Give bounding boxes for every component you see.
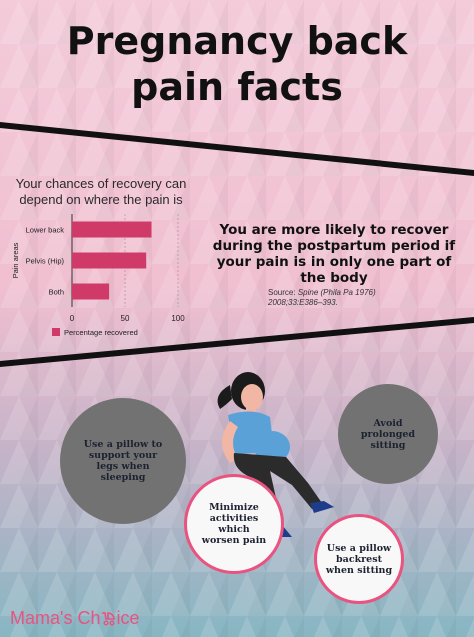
fact-line-3: your pain is in only one part of [216,254,452,270]
x-tick-label: 0 [70,314,75,323]
x-tick-label: 50 [121,314,130,323]
bar-pelvis-hip- [72,252,147,269]
face-shape [241,384,263,410]
pants-shape [233,453,322,529]
tip-minimize-line-1: Minimize [209,502,259,513]
tip-pillow-legs-line-2: support your [88,450,158,461]
tip-pillow-legs-line-4: sleeping [100,472,146,483]
tip-avoid-sitting-line-1: Avoid [373,417,403,429]
tip-pillow-legs-line-3: legs when [96,461,150,472]
page-title: Pregnancy back pain facts [0,18,474,110]
stroller-icon [102,612,116,626]
tip-pillow-backrest-line-3: when sitting [325,564,393,576]
fact-line-1: You are more likely to recover [219,222,449,238]
fact-text: You are more likely to recover during th… [206,222,462,286]
logo-text-part-1: Mama's Ch [10,608,101,628]
recovery-bar-chart: Lower back Pelvis (Hip) Both 0 50 100 Pain are… [11,214,185,337]
tip-pillow-legs-line-1: Use a pillow to [83,439,163,450]
tip-minimize-line-3: which [218,524,250,535]
tip-minimize-line-4: worsen pain [201,535,267,546]
tip-minimize-line-2: activities [209,513,259,524]
tip-avoid-sitting: Avoid prolonged sitting [338,384,438,484]
arm-shape [222,421,238,463]
ponytail-shape [217,385,232,409]
tip-avoid-sitting-line-2: prolonged [360,428,416,440]
y-axis-title: Pain areas [11,242,20,278]
source-journal: Spine (Phila Pa 1976) [297,288,376,297]
neck-shape [246,407,256,415]
tip-pillow-backrest-line-2: backrest [336,553,382,565]
source-reference: 2008;33:E386–393. [268,298,338,307]
legend-swatch [52,328,60,336]
tip-minimize-activities: Minimize activities which worsen pain [184,474,284,574]
tip-pillow-backrest: Use a pillow backrest when sitting [314,514,404,604]
source-label: Source: [268,288,296,297]
bar-both [72,283,110,300]
legend-label: Percentage recovered [64,328,138,337]
x-tick-label: 100 [171,314,185,323]
category-label: Lower back [26,226,65,235]
bar-lower-back [72,221,152,238]
logo-text-part-2: ice [116,608,140,628]
source-citation: Source: Spine (Phila Pa 1976) 2008;33:E3… [268,288,418,308]
fact-line-4: the body [300,270,368,286]
category-label: Both [49,288,64,297]
shoe-front [310,501,334,513]
bottom-divider [0,317,474,367]
fact-line-2: during the postpartum period if [212,238,456,254]
chart-heading-line-2: depend on where the pain is [19,192,183,207]
top-divider [0,122,474,176]
chart-heading: Your chances of recovery can depend on w… [6,176,196,208]
title-line-2: pain facts [131,65,343,109]
belly-shape [254,431,290,463]
brand-logo: Mama's Ch ice [10,608,139,629]
tip-pillow-backrest-line-1: Use a pillow [326,542,392,554]
category-label: Pelvis (Hip) [26,257,65,266]
chart-heading-line-1: Your chances of recovery can [15,176,187,191]
tip-pillow-legs: Use a pillow to support your legs when s… [60,398,186,524]
title-line-1: Pregnancy back [66,19,408,63]
pregnant-woman-illustration [217,372,334,537]
tip-avoid-sitting-line-3: sitting [370,439,406,451]
